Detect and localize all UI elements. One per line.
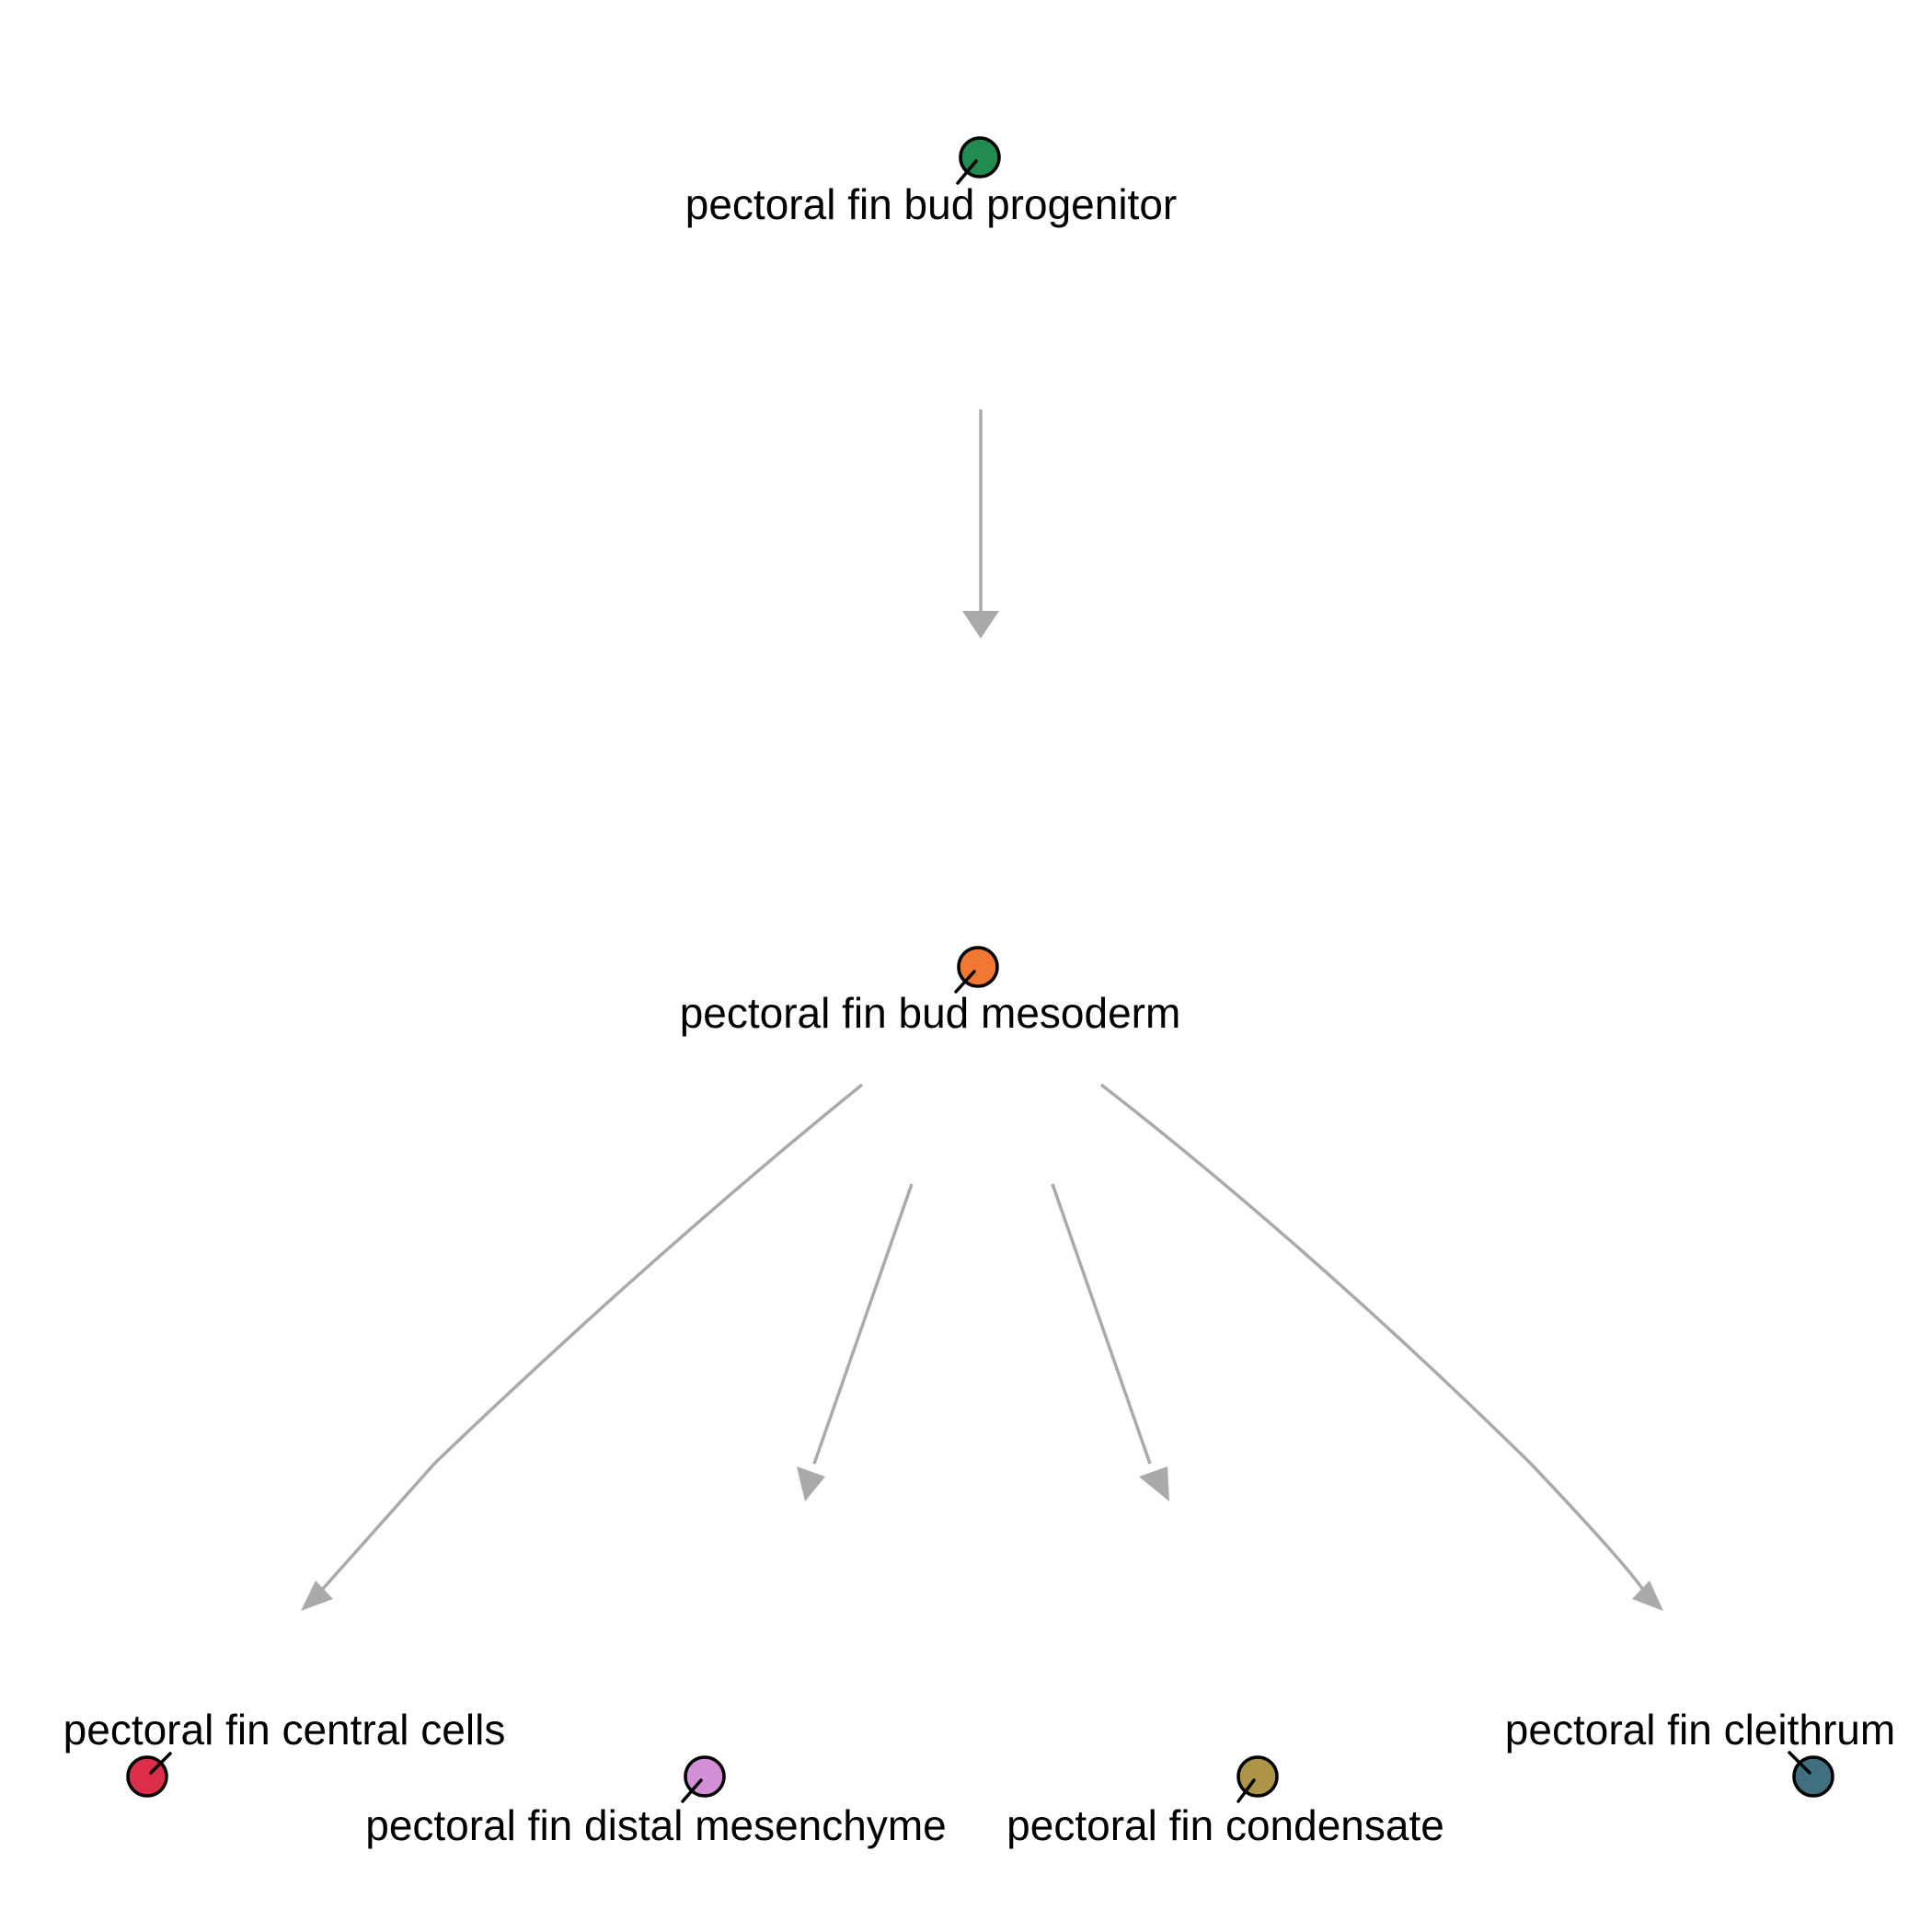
arrowhead [301,1581,333,1611]
node-cleithrum: pectoral fin cleithrum [1505,1706,1895,1798]
label-leader [1788,1751,1811,1775]
label-leader [681,1778,703,1803]
node-label: pectoral fin cleithrum [1505,1706,1895,1754]
edge-mesoderm-distal [797,1183,914,1501]
label-leader [149,1752,172,1775]
node-label: pectoral fin condensate [1006,1801,1444,1849]
node-label: pectoral fin central cells [63,1706,506,1754]
node-label: pectoral fin bud mesoderm [680,989,1181,1037]
edges [301,409,1663,1611]
arrowhead [797,1466,825,1501]
node-distal-mesenchyme: pectoral fin distal mesenchyme [365,1755,947,1849]
arrowhead [1139,1466,1169,1501]
node-dot [1236,1755,1279,1798]
label-leader [954,970,976,994]
edge-progenitor-mesoderm [962,409,999,638]
edge-mesoderm-central [301,1083,864,1611]
arrowhead [962,611,999,638]
arrowhead [1632,1581,1663,1611]
edge-mesoderm-condensate [1051,1183,1169,1501]
label-leader [1236,1778,1256,1803]
node-progenitor: pectoral fin bud progenitor [685,136,1177,228]
node-mesoderm: pectoral fin bud mesoderm [680,946,1181,1037]
node-condensate: pectoral fin condensate [1006,1755,1444,1849]
node-label: pectoral fin distal mesenchyme [365,1801,947,1849]
node-central-cells: pectoral fin central cells [63,1706,506,1798]
edge-mesoderm-cleithrum [1099,1083,1663,1611]
node-label: pectoral fin bud progenitor [685,180,1177,228]
label-leader [956,159,978,185]
